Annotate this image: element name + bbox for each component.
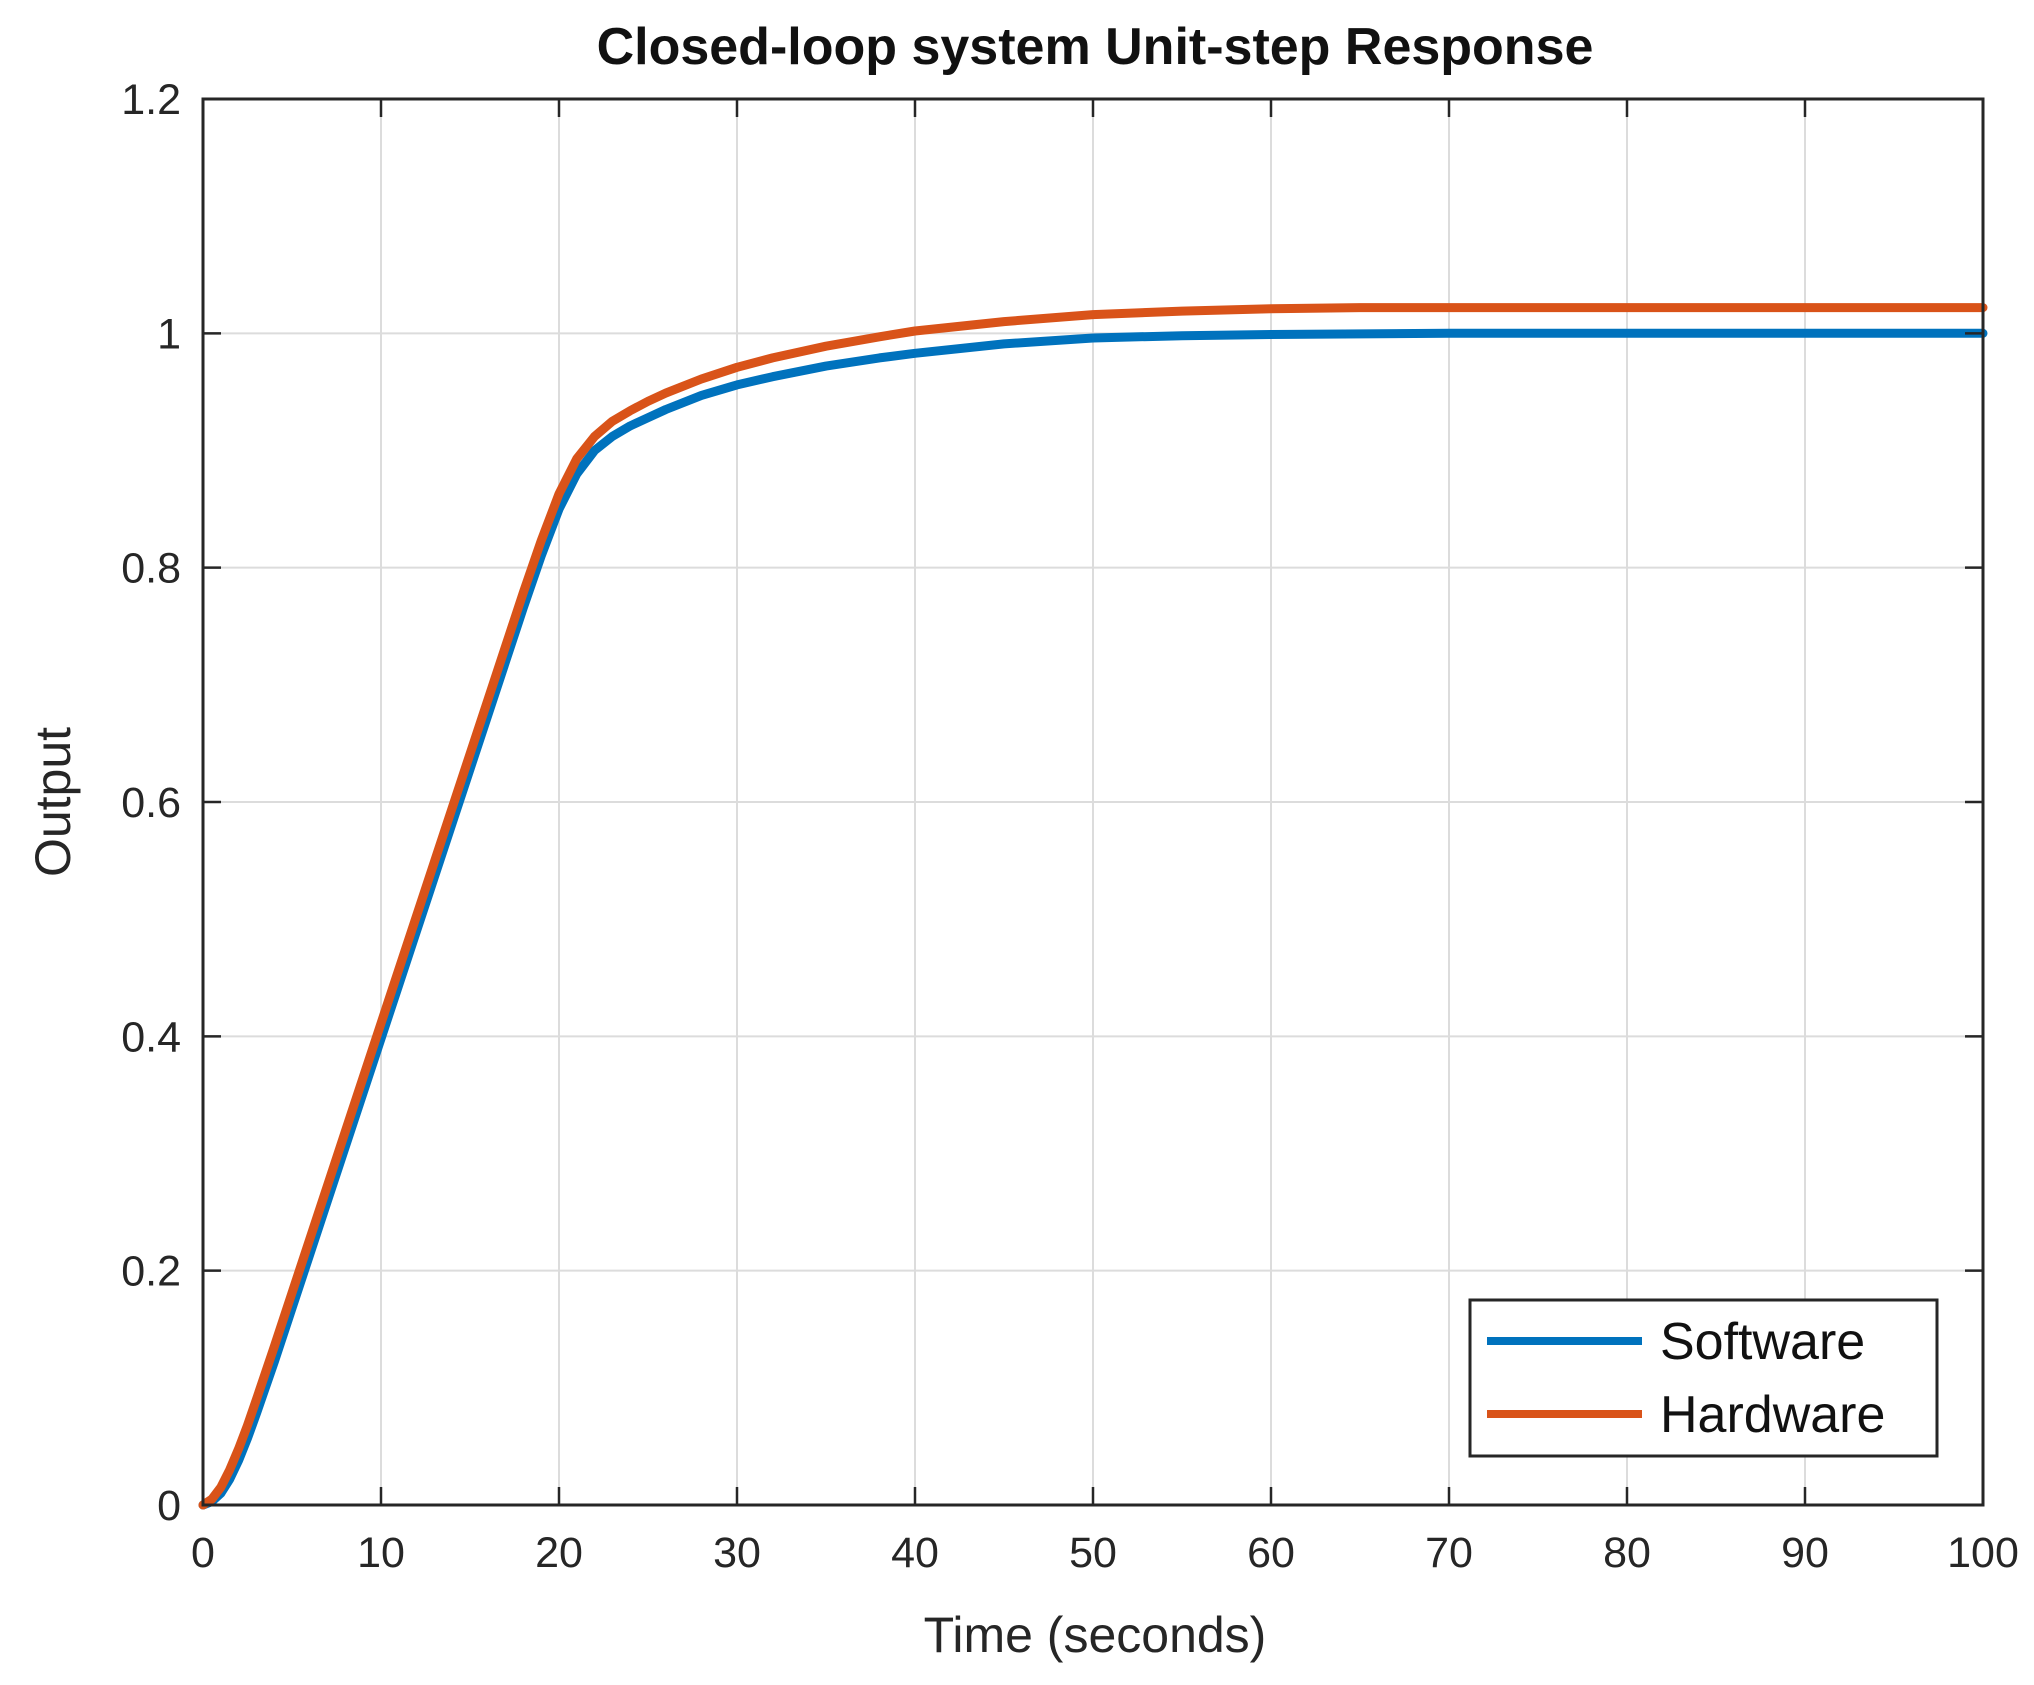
x-tick-label: 80 xyxy=(1603,1529,1651,1577)
x-tick-label: 100 xyxy=(1947,1529,2019,1577)
chart-title: Closed-loop system Unit-step Response xyxy=(597,18,1594,76)
legend: Software Hardware xyxy=(1468,1298,1939,1458)
x-tick-label: 10 xyxy=(357,1529,405,1577)
y-tick-label: 0.4 xyxy=(121,1013,181,1061)
series-line-software xyxy=(198,328,1988,1510)
series-line-hardware xyxy=(198,303,1988,1510)
legend-box xyxy=(1468,1298,1939,1458)
legend-label-hardware: Hardware xyxy=(1660,1386,1885,1444)
x-tick-label: 20 xyxy=(535,1529,583,1577)
y-axis-label: Output xyxy=(25,727,81,877)
x-tick-label: 60 xyxy=(1247,1529,1295,1577)
x-tick-label: 40 xyxy=(891,1529,939,1577)
y-tick-label: 0 xyxy=(157,1482,181,1530)
x-axis-label: Time (seconds) xyxy=(924,1607,1267,1663)
y-tick-label: 0.8 xyxy=(121,545,181,593)
x-tick-label: 30 xyxy=(713,1529,761,1577)
legend-label-software: Software xyxy=(1660,1313,1865,1371)
series-layer xyxy=(198,303,1988,1510)
x-tick-label: 50 xyxy=(1069,1529,1117,1577)
x-tick-label: 0 xyxy=(191,1529,215,1577)
y-tick-label: 0.6 xyxy=(121,779,181,827)
x-tick-label: 70 xyxy=(1425,1529,1473,1577)
x-tick-label: 90 xyxy=(1781,1529,1829,1577)
y-tick-label: 0.2 xyxy=(121,1248,181,1296)
y-tick-label: 1.2 xyxy=(121,76,181,124)
y-tick-label: 1 xyxy=(157,310,181,358)
tick-layer: 0 10 20 30 40 50 60 70 80 90 100 0 0.2 0.4 0.6 0.8 1 1.2 xyxy=(121,76,2019,1577)
